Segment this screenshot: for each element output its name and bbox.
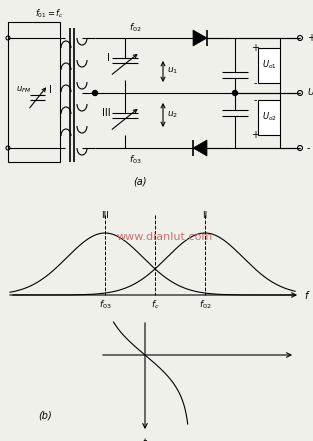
Text: III: III (102, 108, 110, 118)
Text: +: + (251, 130, 259, 140)
Text: III: III (101, 210, 109, 220)
Circle shape (233, 90, 238, 96)
Text: $f_{01}=f_c$: $f_{01}=f_c$ (35, 8, 64, 20)
Text: $U_{o2}$: $U_{o2}$ (262, 111, 276, 123)
Text: II: II (203, 210, 208, 220)
Text: $f$: $f$ (304, 289, 310, 301)
Text: $u_2$: $u_2$ (167, 110, 178, 120)
Text: -: - (253, 78, 257, 88)
Text: $f_{02}$: $f_{02}$ (199, 299, 211, 311)
Text: $f_c$: $f_c$ (151, 299, 159, 311)
Polygon shape (193, 140, 207, 156)
Text: www.dianlut.com: www.dianlut.com (117, 232, 213, 242)
Text: I: I (106, 53, 110, 63)
Text: -: - (253, 95, 257, 105)
Text: $u_{FM}$: $u_{FM}$ (16, 85, 32, 95)
Bar (258, 100, 280, 135)
Text: (b): (b) (38, 410, 52, 420)
Polygon shape (193, 30, 207, 46)
Text: I: I (49, 85, 51, 95)
Bar (8, 22, 60, 162)
Text: (a): (a) (133, 177, 147, 187)
Text: +: + (251, 43, 259, 53)
Bar (258, 48, 280, 83)
Text: $u_1$: $u_1$ (167, 66, 179, 76)
Text: $f_{03}$: $f_{03}$ (129, 154, 141, 166)
Text: $t$: $t$ (142, 436, 148, 441)
Text: $U_o$: $U_o$ (307, 87, 313, 99)
Text: $f_{03}$: $f_{03}$ (99, 299, 111, 311)
Text: -: - (307, 143, 310, 153)
Text: +: + (307, 33, 313, 43)
Text: $f_{02}$: $f_{02}$ (129, 22, 141, 34)
Text: $U_{o1}$: $U_{o1}$ (262, 59, 276, 71)
Circle shape (93, 90, 98, 96)
